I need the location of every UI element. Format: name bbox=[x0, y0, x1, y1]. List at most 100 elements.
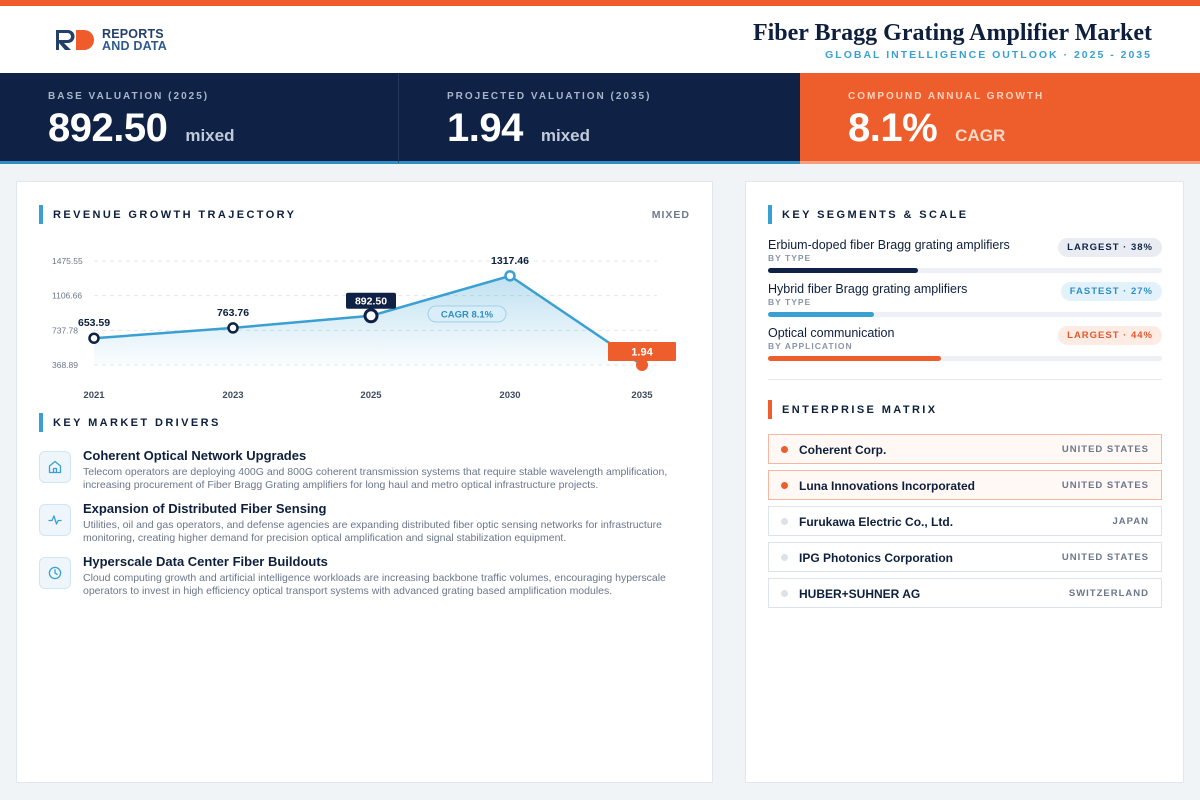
company-country: UNITED STATES bbox=[1061, 552, 1149, 563]
logo-line-2: AND DATA bbox=[102, 39, 168, 53]
pulse-icon bbox=[39, 504, 71, 536]
driver-item: Coherent Optical Network Upgrades Teleco… bbox=[39, 448, 699, 501]
kpi-label: COMPOUND ANNUAL GROWTH bbox=[848, 91, 1045, 102]
kpi-band: BASE VALUATION (2025) 892.50 mixed PROJE… bbox=[0, 73, 1200, 164]
kpi-unit: mixed bbox=[185, 126, 235, 145]
segment-bar-track bbox=[768, 268, 1162, 273]
kpi-value: 1.94 bbox=[447, 106, 523, 150]
x-tick-label: 2035 bbox=[631, 390, 653, 401]
segments-section-header: KEY SEGMENTS & SCALE bbox=[768, 205, 969, 224]
data-point bbox=[227, 322, 239, 334]
x-tick-label: 2023 bbox=[222, 390, 243, 401]
brand-logo[interactable]: REPORTS AND DATA bbox=[54, 28, 167, 52]
driver-description: Cloud computing growth and artificial in… bbox=[83, 572, 666, 597]
segment-name: Hybrid fiber Bragg grating amplifiers bbox=[768, 282, 968, 296]
company-country: SWITZERLAND bbox=[1068, 588, 1149, 599]
segment-bar-fill bbox=[768, 356, 942, 361]
building-icon bbox=[39, 451, 71, 483]
x-tick-label: 2030 bbox=[499, 390, 520, 401]
drivers-section-header: KEY MARKET DRIVERS bbox=[39, 413, 221, 432]
segment-badge: FASTEST · 27% bbox=[1060, 282, 1162, 301]
segment-bar-fill bbox=[768, 268, 918, 273]
company-country: JAPAN bbox=[1112, 516, 1149, 527]
company-row[interactable]: Coherent Corp. UNITED STATES bbox=[768, 434, 1162, 464]
logo-mark-icon bbox=[54, 28, 98, 52]
segments-section-title: KEY SEGMENTS & SCALE bbox=[782, 208, 969, 221]
company-name: Furukawa Electric Co., Ltd. bbox=[799, 515, 954, 529]
y-tick-label: 368.89 bbox=[52, 360, 78, 370]
y-tick-label: 1106.66 bbox=[52, 291, 82, 301]
status-dot bbox=[781, 446, 788, 453]
x-tick-label: 2025 bbox=[360, 390, 382, 401]
segment-name: Optical communication bbox=[768, 326, 895, 340]
driver-title: Expansion of Distributed Fiber Sensing bbox=[83, 501, 327, 516]
segment-category: BY APPLICATION bbox=[768, 341, 853, 351]
matrix-section-title: ENTERPRISE MATRIX bbox=[782, 403, 938, 416]
segment-item: Erbium-doped fiber Bragg grating amplifi… bbox=[768, 238, 1162, 282]
segment-bar-track bbox=[768, 312, 1162, 317]
segments-list: Erbium-doped fiber Bragg grating amplifi… bbox=[768, 238, 1162, 370]
clock-icon bbox=[39, 557, 71, 589]
segment-bar-fill bbox=[768, 312, 875, 317]
kpi-cagr: COMPOUND ANNUAL GROWTH 8.1% CAGR bbox=[800, 73, 1200, 164]
kpi-projected-valuation: PROJECTED VALUATION (2035) 1.94 mixed bbox=[399, 73, 800, 164]
kpi-unit: mixed bbox=[540, 126, 590, 145]
company-name: Luna Innovations Incorporated bbox=[799, 479, 976, 493]
drivers-list: Coherent Optical Network Upgrades Teleco… bbox=[39, 448, 699, 607]
company-row[interactable]: HUBER+SUHNER AG SWITZERLAND bbox=[768, 578, 1162, 608]
company-row[interactable]: Furukawa Electric Co., Ltd. JAPAN bbox=[768, 506, 1162, 536]
data-label: 1.94 bbox=[631, 347, 653, 359]
company-row[interactable]: Luna Innovations Incorporated UNITED STA… bbox=[768, 470, 1162, 500]
section-divider bbox=[768, 379, 1162, 380]
driver-item: Hyperscale Data Center Fiber Buildouts C… bbox=[39, 554, 699, 607]
y-tick-label: 1475.55 bbox=[52, 256, 83, 266]
company-row[interactable]: IPG Photonics Corporation UNITED STATES bbox=[768, 542, 1162, 572]
company-country: UNITED STATES bbox=[1061, 480, 1149, 491]
data-label-box bbox=[346, 292, 396, 309]
segment-name: Erbium-doped fiber Bragg grating amplifi… bbox=[768, 238, 1010, 252]
logo-line-1: REPORTS bbox=[102, 27, 164, 41]
segment-badge: LARGEST · 44% bbox=[1058, 326, 1162, 345]
section-accent-bar bbox=[768, 205, 772, 224]
data-label: 653.59 bbox=[78, 317, 110, 329]
revenue-unit-label: MIXED bbox=[651, 209, 690, 221]
driver-title: Coherent Optical Network Upgrades bbox=[83, 448, 307, 463]
page-title: Fiber Bragg Grating Amplifier Market bbox=[752, 20, 1152, 46]
segment-item: Optical communication BY APPLICATION LAR… bbox=[768, 326, 1162, 370]
company-name: HUBER+SUHNER AG bbox=[799, 587, 921, 601]
status-dot bbox=[781, 590, 788, 597]
x-tick-label: 2021 bbox=[83, 390, 105, 401]
revenue-section-header: REVENUE GROWTH TRAJECTORY bbox=[39, 205, 296, 224]
cagr-badge-label: CAGR 8.1% bbox=[441, 310, 494, 321]
segments-panel: KEY SEGMENTS & SCALE Erbium-doped fiber … bbox=[745, 181, 1184, 783]
enterprise-matrix: Coherent Corp. UNITED STATES Luna Innova… bbox=[768, 434, 1162, 614]
data-point bbox=[636, 359, 648, 371]
kpi-value: 892.50 bbox=[48, 106, 168, 150]
revenue-chart: 1475.55 1106.66 737.78 368.89 653.59 763.76 89… bbox=[52, 255, 676, 401]
data-label: 763.76 bbox=[217, 307, 249, 319]
data-label: 892.50 bbox=[355, 295, 387, 307]
revenue-panel: REVENUE GROWTH TRAJECTORY MIXED 1475.55 1… bbox=[16, 181, 713, 783]
data-point bbox=[88, 332, 100, 344]
status-dot bbox=[781, 518, 788, 525]
driver-item: Expansion of Distributed Fiber Sensing U… bbox=[39, 501, 699, 554]
kpi-label: PROJECTED VALUATION (2035) bbox=[447, 91, 652, 102]
logo-wordmark: REPORTS AND DATA bbox=[102, 27, 168, 53]
section-accent-bar bbox=[768, 400, 772, 419]
company-name: IPG Photonics Corporation bbox=[799, 551, 954, 565]
company-country: UNITED STATES bbox=[1061, 444, 1149, 455]
page-header: REPORTS AND DATA Fiber Bragg Grating Amp… bbox=[0, 6, 1200, 73]
status-dot bbox=[781, 554, 788, 561]
segment-category: BY TYPE bbox=[768, 253, 812, 263]
segment-bar-track bbox=[768, 356, 1162, 361]
data-point bbox=[363, 308, 379, 324]
driver-title: Hyperscale Data Center Fiber Buildouts bbox=[83, 554, 328, 569]
revenue-section-title: REVENUE GROWTH TRAJECTORY bbox=[53, 208, 297, 221]
kpi-unit: CAGR bbox=[955, 126, 1006, 145]
matrix-section-header: ENTERPRISE MATRIX bbox=[768, 400, 938, 419]
company-name: Coherent Corp. bbox=[799, 443, 887, 457]
section-accent-bar bbox=[39, 205, 43, 224]
segment-badge: LARGEST · 38% bbox=[1058, 238, 1162, 257]
drivers-section-title: KEY MARKET DRIVERS bbox=[53, 416, 221, 429]
status-dot bbox=[781, 482, 788, 489]
